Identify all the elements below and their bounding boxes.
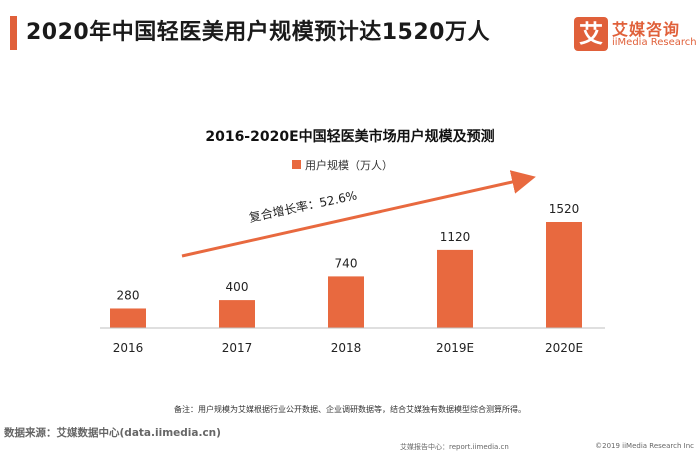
data-label-2019E: 1120: [440, 230, 471, 244]
title-accent-bar: [10, 16, 17, 50]
bar-chart: 2016-2020E中国轻医美市场用户规模及预测 用户规模（万人） 复合增长率：…: [100, 128, 605, 355]
logo-name: 艾媒咨询: [612, 20, 681, 39]
data-label-2018: 740: [335, 256, 358, 270]
chart-container: 2016-2020E中国轻医美市场用户规模及预测 用户规模（万人） 复合增长率：…: [100, 128, 605, 355]
x-tick-2019E: 2019E: [436, 341, 474, 355]
growth-arrow: [181, 170, 536, 258]
brand-logo: 艾 艾媒咨询 iiMedia Research: [574, 15, 697, 55]
logo-subtitle: iiMedia Research: [612, 37, 697, 48]
bar-2019E: [437, 249, 473, 328]
bar-2020E: [546, 222, 582, 328]
data-label-2020E: 1520: [549, 202, 580, 216]
data-source: 数据来源：艾媒数据中心(data.iimedia.cn): [4, 427, 221, 439]
x-tick-2020E: 2020E: [545, 341, 583, 355]
data-label-2016: 280: [117, 288, 140, 302]
chart-title: 2016-2020E中国轻医美市场用户规模及预测: [205, 128, 494, 145]
bar-2018: [328, 276, 364, 328]
legend-label: 用户规模（万人）: [305, 158, 393, 172]
x-tick-2017: 2017: [222, 341, 253, 355]
x-tick-2018: 2018: [331, 341, 362, 355]
x-tick-2016: 2016: [113, 341, 144, 355]
logo-mark: 艾: [574, 17, 608, 51]
legend-swatch: [292, 160, 301, 169]
data-label-2017: 400: [226, 280, 249, 294]
report-center: 艾媒报告中心：report.iimedia.cn: [400, 443, 509, 451]
page-title: 2020年中国轻医美用户规模预计达1520万人: [26, 20, 490, 45]
bar-2017: [219, 300, 255, 328]
bar-2016: [110, 308, 146, 328]
footnote: 备注：用户规模为艾媒根据行业公开数据、企业调研数据等，结合艾媒独有数据模型综合测…: [174, 405, 526, 414]
copyright: ©2019 iiMedia Research Inc: [595, 442, 694, 450]
